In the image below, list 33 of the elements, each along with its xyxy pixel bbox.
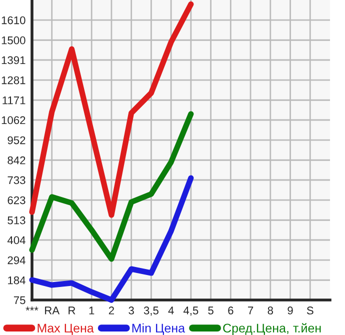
legend-label: Min Цена — [132, 323, 186, 335]
x-tick-label: 8 — [268, 306, 274, 314]
y-tick-label: 952 — [8, 136, 26, 144]
x-tick-label: 9 — [288, 306, 293, 314]
y-tick-label: 1500 — [2, 36, 26, 44]
x-tick-label: 3 — [128, 306, 134, 314]
legend-label: Max Цена — [38, 324, 94, 335]
y-tick-label: 1062 — [2, 116, 26, 124]
x-tick-label: 2 — [108, 306, 114, 314]
y-tick-label: 75 — [14, 296, 26, 304]
x-tick-label: 3,5 — [144, 306, 158, 316]
y-tick-label: 1610 — [2, 16, 26, 24]
x-tick-label: 1 — [89, 306, 94, 314]
x-tick-label: S — [306, 306, 314, 314]
y-tick-label: 1281 — [2, 76, 26, 84]
legend-label: Сред.Цена, т.йен — [223, 323, 321, 335]
y-tick-label: 733 — [8, 176, 26, 184]
x-tick-label: RA — [45, 306, 60, 314]
y-tick-label: 294 — [8, 256, 26, 264]
x-tick-label: *** — [26, 306, 38, 311]
x-tick-label: 7 — [248, 306, 254, 314]
y-tick-label: 513 — [8, 216, 26, 224]
x-tick-label: 4 — [168, 306, 174, 314]
y-tick-label: 184 — [8, 276, 26, 284]
x-tick-label: 6 — [228, 306, 234, 314]
x-tick-label: 5 — [208, 306, 214, 314]
y-tick-label: 623 — [8, 196, 26, 204]
y-tick-label: 404 — [7, 236, 26, 244]
x-tick-label: 4,5 — [183, 306, 198, 316]
y-tick-label: 1171 — [2, 96, 26, 104]
y-tick-label: 1391 — [2, 56, 26, 64]
x-tick-label: R — [68, 306, 76, 314]
y-tick-label: 842 — [8, 156, 26, 164]
